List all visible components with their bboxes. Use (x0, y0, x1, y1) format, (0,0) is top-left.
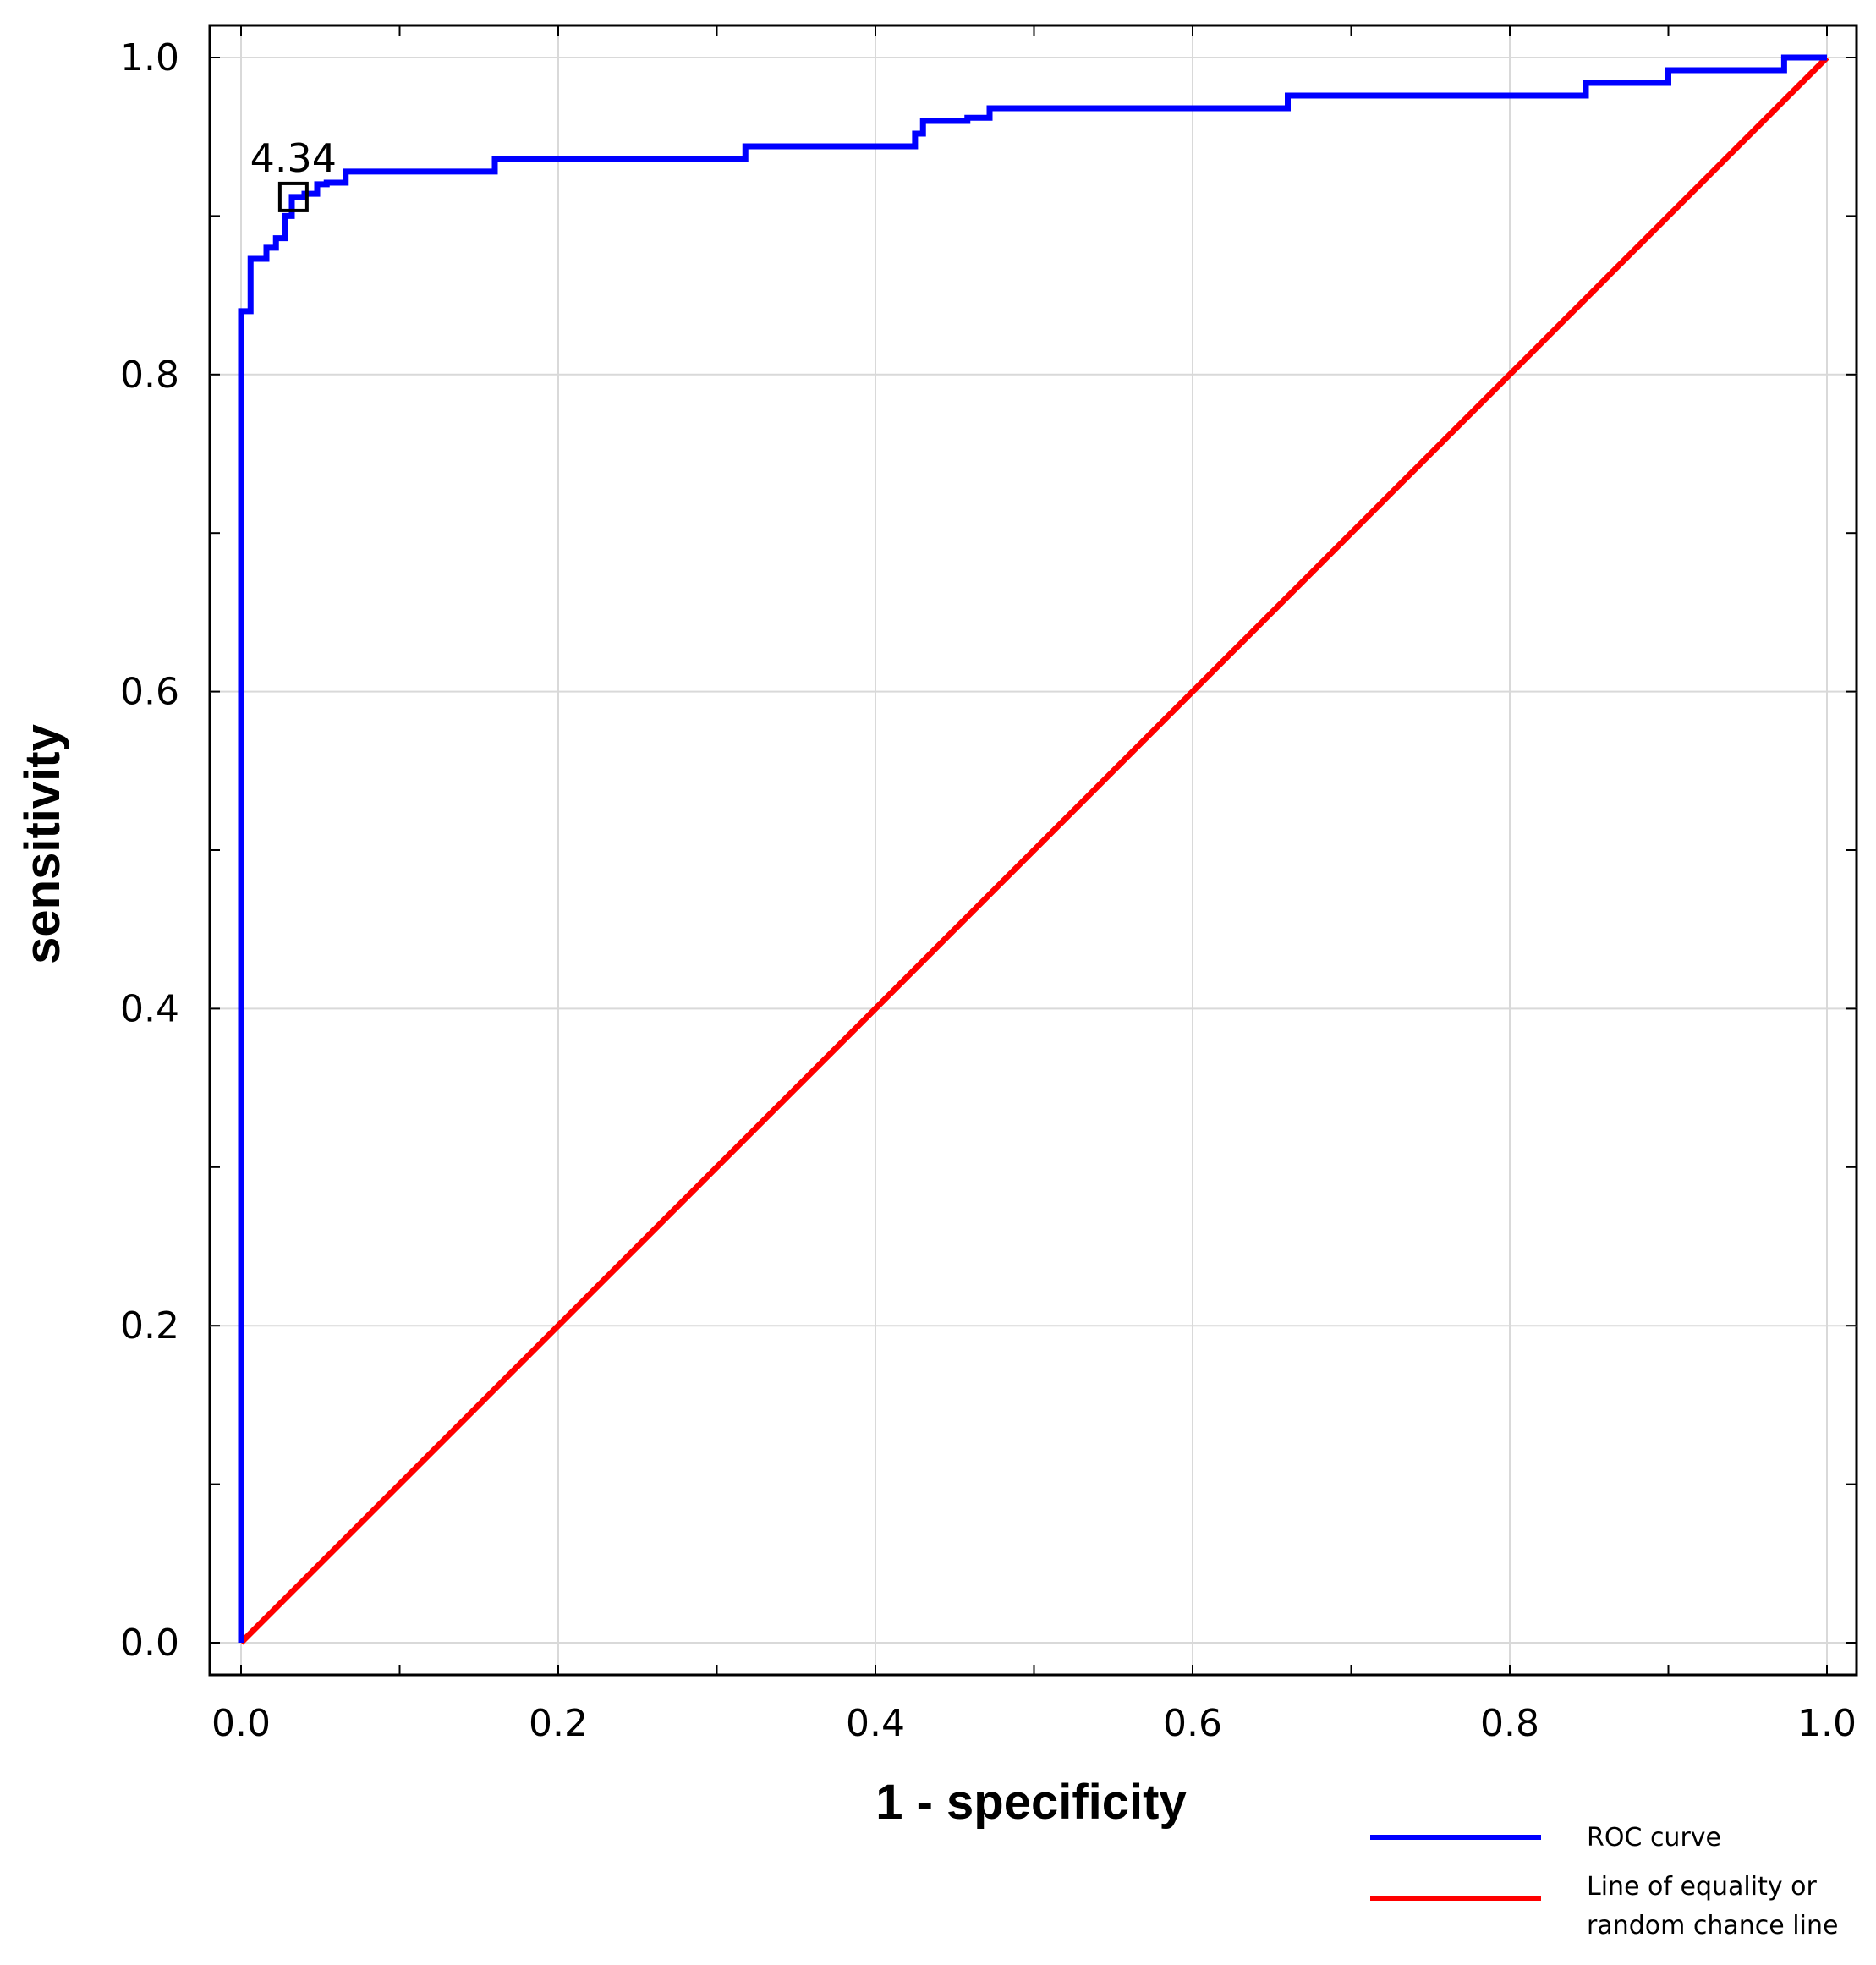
x-tick-label: 0.0 (211, 1702, 271, 1745)
legend: ROC curve Line of equality or random chanc… (1370, 1823, 1838, 1940)
legend-label-roc: ROC curve (1587, 1823, 1721, 1852)
cutoff-label: 4.34 (250, 135, 337, 181)
y-tick-label: 0.0 (120, 1622, 179, 1665)
y-tick-labels: 0.0 0.2 0.4 0.6 0.8 1.0 (120, 36, 179, 1665)
y-tick-label: 0.8 (120, 354, 179, 397)
legend-label-equality: random chance line (1587, 1911, 1838, 1940)
y-tick-label: 0.4 (120, 987, 179, 1030)
y-tick-label: 0.2 (120, 1304, 179, 1348)
y-tick-label: 1.0 (120, 36, 179, 80)
equality-line (239, 55, 1829, 1645)
cutoff-marker (277, 181, 309, 212)
y-tick-label: 0.6 (120, 671, 179, 714)
x-axis-title: 1 - specificity (875, 1775, 1186, 1830)
series-lines (238, 54, 1829, 1645)
legend-label-equality: Line of equality or (1587, 1872, 1817, 1902)
axis-ticks (210, 25, 1857, 1675)
y-axis-title: sensitivity (15, 724, 70, 964)
x-tick-label: 1.0 (1797, 1702, 1857, 1745)
x-tick-label: 0.2 (529, 1702, 588, 1745)
x-tick-labels: 0.0 0.2 0.4 0.6 0.8 1.0 (211, 1702, 1857, 1745)
x-tick-label: 0.4 (846, 1702, 905, 1745)
roc-curve-line (238, 54, 1827, 1643)
annotations: 4.34 (250, 135, 337, 212)
x-tick-label: 0.8 (1480, 1702, 1539, 1745)
x-tick-label: 0.6 (1163, 1702, 1222, 1745)
